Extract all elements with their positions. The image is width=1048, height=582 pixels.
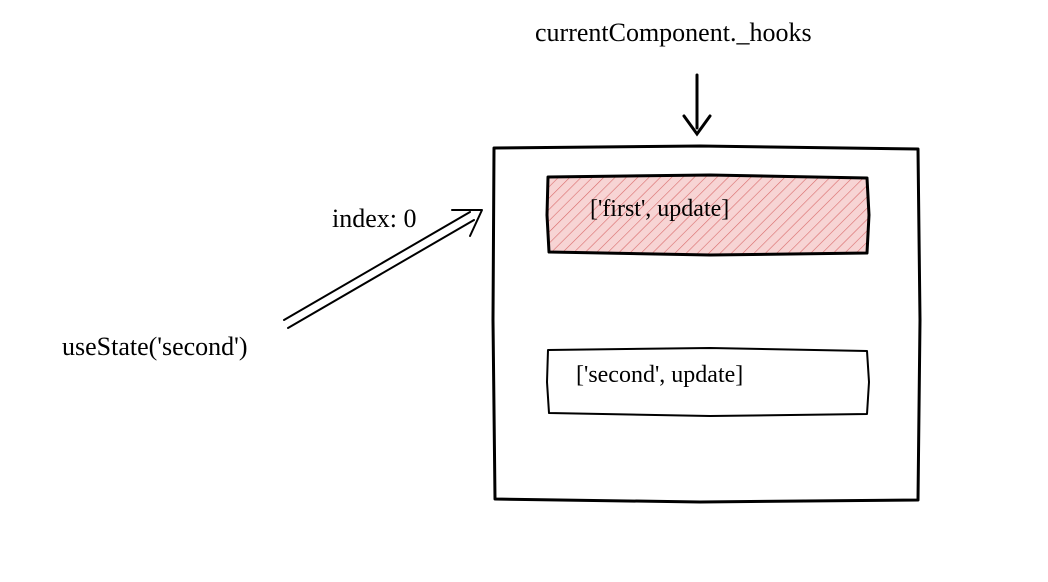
top-arrow	[684, 75, 710, 134]
slot1-label: ['second', update]	[576, 362, 743, 389]
index-label: index: 0	[332, 204, 417, 234]
top-label: currentComponent._hooks	[535, 18, 812, 48]
diagram-canvas	[0, 0, 1048, 582]
slot0-label: ['first', update]	[590, 196, 729, 223]
call-label: useState('second')	[62, 332, 248, 362]
